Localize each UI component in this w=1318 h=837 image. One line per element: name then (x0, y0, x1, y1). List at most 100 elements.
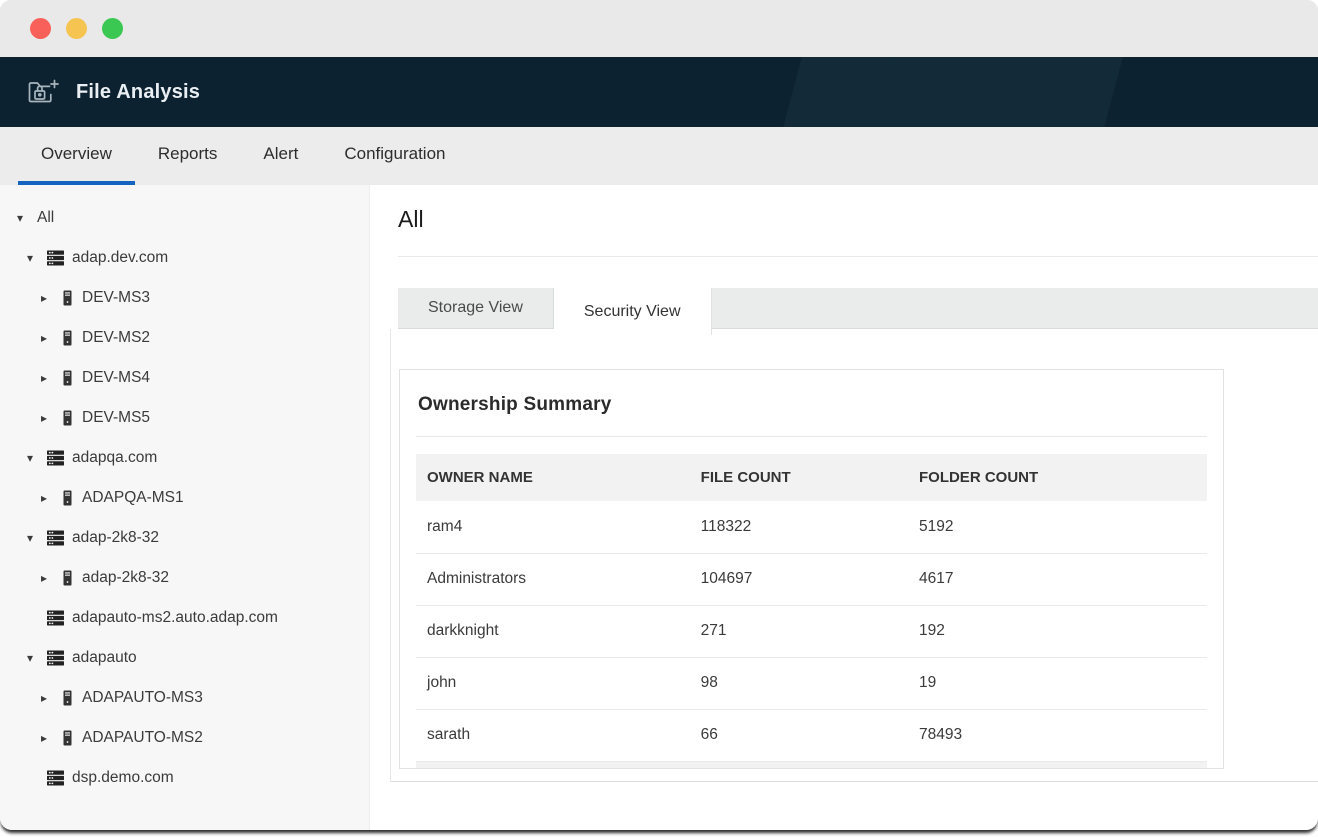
tree-item-label: DEV-MS2 (82, 329, 151, 346)
ownership-table: OWNER NAME FILE COUNT FOLDER COUNT ram4 … (416, 454, 1207, 762)
ownership-summary-card: Ownership Summary OWNER NAME FILE COUNT … (399, 369, 1224, 769)
caret-right-icon[interactable]: ▸ (41, 691, 48, 705)
server-stack-icon (47, 650, 64, 666)
server-icon (61, 370, 74, 386)
server-stack-icon (47, 610, 64, 626)
caret-down-icon[interactable]: ▾ (17, 211, 24, 225)
tree-item-label: adapauto (72, 649, 137, 666)
server-icon (61, 570, 74, 586)
server-stack-icon (47, 530, 64, 546)
tree-item-dev-ms3[interactable]: ▸ DEV-MS3 (0, 278, 369, 318)
caret-right-icon[interactable]: ▸ (41, 291, 48, 305)
folder-lock-plus-icon (26, 78, 60, 106)
cell-folder-count: 4617 (907, 553, 1207, 606)
maximize-button[interactable] (102, 18, 123, 39)
server-stack-icon (47, 250, 64, 266)
tree-item-adapauto-ms3[interactable]: ▸ ADAPAUTO-MS3 (0, 678, 369, 718)
caret-right-icon[interactable]: ▸ (41, 331, 48, 345)
view-tabs: Storage View Security View (398, 288, 1318, 335)
caret-down-icon[interactable]: ▾ (27, 651, 34, 665)
table-row: darkknight 271 192 (416, 605, 1207, 658)
tree-item-adapauto-ms2[interactable]: ▸ ADAPAUTO-MS2 (0, 718, 369, 758)
caret-right-icon[interactable]: ▸ (41, 371, 48, 385)
view-tabs-filler (711, 288, 1318, 329)
caret-right-icon[interactable]: ▸ (41, 411, 48, 425)
cell-folder-count: 192 (907, 605, 1207, 658)
tree-item-label: DEV-MS5 (82, 409, 151, 426)
table-row: john 98 19 (416, 657, 1207, 710)
cell-owner: john (416, 657, 690, 710)
tree-item-adap-2k8-32-host[interactable]: ▸ adap-2k8-32 (0, 558, 369, 598)
tree-item-adapqa-ms1[interactable]: ▸ ADAPQA-MS1 (0, 478, 369, 518)
tree-item-adapqa-com[interactable]: ▾ adapqa.com (0, 438, 369, 478)
tree-item-label: DEV-MS4 (82, 369, 151, 386)
caret-right-icon[interactable]: ▸ (41, 491, 48, 505)
server-icon (61, 290, 74, 306)
tree-item-all[interactable]: ▾ All (0, 198, 369, 238)
caret-down-icon[interactable]: ▾ (27, 531, 34, 545)
nav-tab-alert[interactable]: Alert (263, 144, 299, 163)
tree-item-adap-2k8-32[interactable]: ▾ adap-2k8-32 (0, 518, 369, 558)
tree-item-label: adapqa.com (72, 449, 158, 466)
security-view-panel: Ownership Summary OWNER NAME FILE COUNT … (390, 329, 1318, 782)
tree-item-label: dsp.demo.com (72, 769, 174, 786)
caret-right-icon[interactable]: ▸ (41, 571, 48, 585)
card-divider (416, 436, 1207, 437)
tree-item-label: adap-2k8-32 (82, 569, 170, 586)
cell-file-count: 118322 (689, 501, 908, 554)
nav-tab-configuration[interactable]: Configuration (344, 144, 446, 163)
horizontal-scrollbar[interactable] (416, 761, 1207, 768)
close-button[interactable] (30, 18, 51, 39)
cell-owner: sarath (416, 709, 690, 762)
table-row: ram4 118322 5192 (416, 501, 1207, 554)
caret-right-icon[interactable]: ▸ (41, 731, 48, 745)
table-row: sarath 66 78493 (416, 709, 1207, 762)
nav-tab-reports[interactable]: Reports (157, 144, 218, 163)
server-icon (61, 410, 74, 426)
cell-file-count: 66 (689, 709, 908, 762)
tree-item-dev-ms2[interactable]: ▸ DEV-MS2 (0, 318, 369, 358)
table-row: Administrators 104697 4617 (416, 553, 1207, 606)
column-owner-name: OWNER NAME (416, 454, 690, 501)
tree-item-label: ADAPAUTO-MS3 (82, 689, 203, 706)
tree-item-label: adapauto-ms2.auto.adap.com (72, 609, 278, 626)
app-title: File Analysis (76, 80, 201, 103)
tree-item-dev-ms4[interactable]: ▸ DEV-MS4 (0, 358, 369, 398)
server-stack-icon (47, 770, 64, 786)
tree-item-adapauto-ms2-auto-adap-com[interactable]: adapauto-ms2.auto.adap.com (0, 598, 369, 638)
server-stack-icon (47, 450, 64, 466)
cell-file-count: 271 (689, 605, 908, 658)
app-header: File Analysis (0, 57, 1318, 127)
minimize-button[interactable] (66, 18, 87, 39)
caret-down-icon[interactable]: ▾ (27, 251, 34, 265)
server-icon (61, 490, 74, 506)
column-file-count: FILE COUNT (689, 454, 908, 501)
table-header: OWNER NAME FILE COUNT FOLDER COUNT (416, 454, 1207, 501)
tree-item-dsp-demo-com[interactable]: dsp.demo.com (0, 758, 369, 798)
server-icon (61, 730, 74, 746)
tab-storage-view[interactable]: Storage View (398, 288, 554, 329)
cell-folder-count: 5192 (907, 501, 1207, 554)
cell-owner: Administrators (416, 553, 690, 606)
server-icon (61, 690, 74, 706)
server-icon (61, 330, 74, 346)
tree-item-adapauto[interactable]: ▾ adapauto (0, 638, 369, 678)
primary-nav: Overview Reports Alert Configuration (0, 127, 1318, 185)
tab-security-view[interactable]: Security View (553, 288, 712, 335)
caret-down-icon[interactable]: ▾ (27, 451, 34, 465)
card-title: Ownership Summary (418, 394, 612, 415)
cell-file-count: 104697 (689, 553, 908, 606)
nav-tab-overview[interactable]: Overview (18, 127, 135, 185)
cell-owner: darkknight (416, 605, 690, 658)
cell-owner: ram4 (416, 501, 690, 554)
tree-item-label: ADAPAUTO-MS2 (82, 729, 203, 746)
cell-folder-count: 19 (907, 657, 1207, 710)
page-title: All (398, 206, 424, 232)
title-divider (398, 256, 1318, 257)
tree-item-adap-dev-com[interactable]: ▾ adap.dev.com (0, 238, 369, 278)
sidebar-tree: ▾ All ▾ adap.dev.com ▸ DEV-MS3 ▸ (0, 185, 370, 830)
tree-item-label: All (37, 209, 55, 226)
tree-item-dev-ms5[interactable]: ▸ DEV-MS5 (0, 398, 369, 438)
cell-folder-count: 78493 (907, 709, 1207, 762)
